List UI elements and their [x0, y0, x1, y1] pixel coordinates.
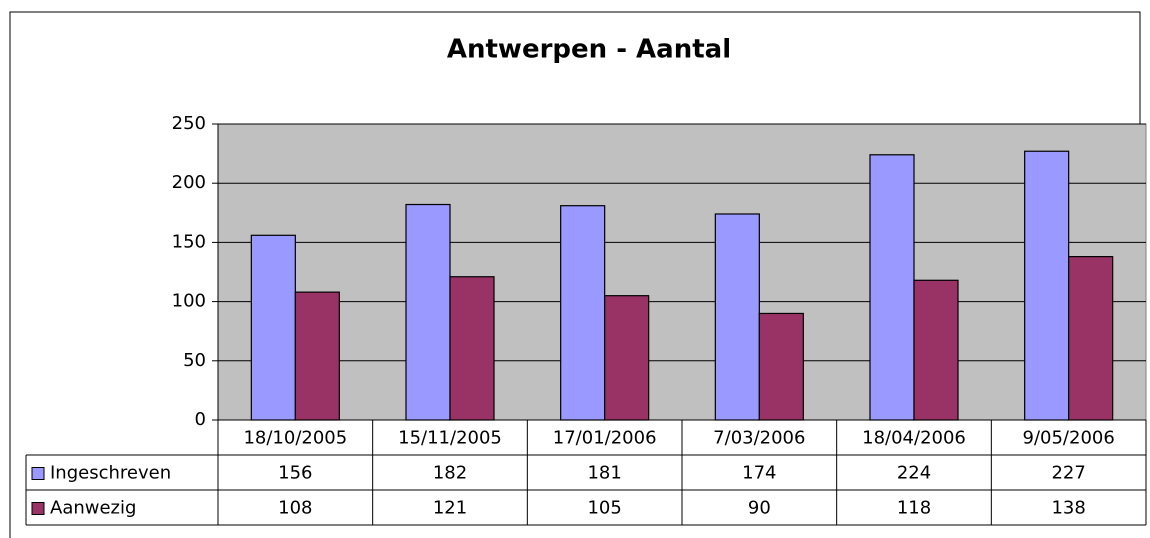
- y-tick-label: 0: [195, 409, 206, 430]
- bar: [294, 291, 340, 421]
- table-cell: 90: [748, 498, 771, 519]
- bar: [449, 276, 495, 421]
- x-tick-label: 15/11/2005: [398, 428, 502, 449]
- table-cell: 227: [1051, 463, 1085, 484]
- legend-label: Ingeschreven: [50, 463, 171, 484]
- legend-swatch: [31, 467, 45, 480]
- y-tick-label: 200: [172, 172, 206, 193]
- chart-frame: [9, 11, 1141, 538]
- table-cell: 182: [433, 463, 467, 484]
- x-tick-label: 18/04/2006: [862, 428, 966, 449]
- bar: [714, 213, 760, 421]
- bar: [869, 154, 915, 421]
- plot-area: [217, 123, 1147, 421]
- bar: [758, 312, 804, 421]
- table-cell: 181: [587, 463, 621, 484]
- x-tick-label: 18/10/2005: [243, 428, 347, 449]
- bar: [1024, 150, 1070, 421]
- table-cell: 174: [742, 463, 776, 484]
- bar: [604, 295, 650, 421]
- y-tick-label: 250: [172, 113, 206, 134]
- bar: [560, 205, 606, 421]
- x-tick-label: 17/01/2006: [553, 428, 657, 449]
- y-tick-label: 150: [172, 231, 206, 252]
- y-tick-label: 50: [183, 350, 206, 371]
- table-cell: 156: [278, 463, 312, 484]
- table-cell: 118: [897, 498, 931, 519]
- x-tick-label: 9/05/2006: [1023, 428, 1115, 449]
- table-cell: 224: [897, 463, 931, 484]
- legend-label: Aanwezig: [50, 498, 136, 519]
- x-tick-label: 7/03/2006: [713, 428, 805, 449]
- legend-swatch: [31, 502, 45, 515]
- y-tick-label: 100: [172, 291, 206, 312]
- bar: [1068, 256, 1114, 421]
- table-cell: 138: [1051, 498, 1085, 519]
- bar: [913, 279, 959, 421]
- table-cell: 108: [278, 498, 312, 519]
- bar: [405, 203, 451, 421]
- table-cell: 105: [587, 498, 621, 519]
- bar: [250, 234, 296, 421]
- chart-title: Antwerpen - Aantal: [447, 35, 731, 65]
- table-cell: 121: [433, 498, 467, 519]
